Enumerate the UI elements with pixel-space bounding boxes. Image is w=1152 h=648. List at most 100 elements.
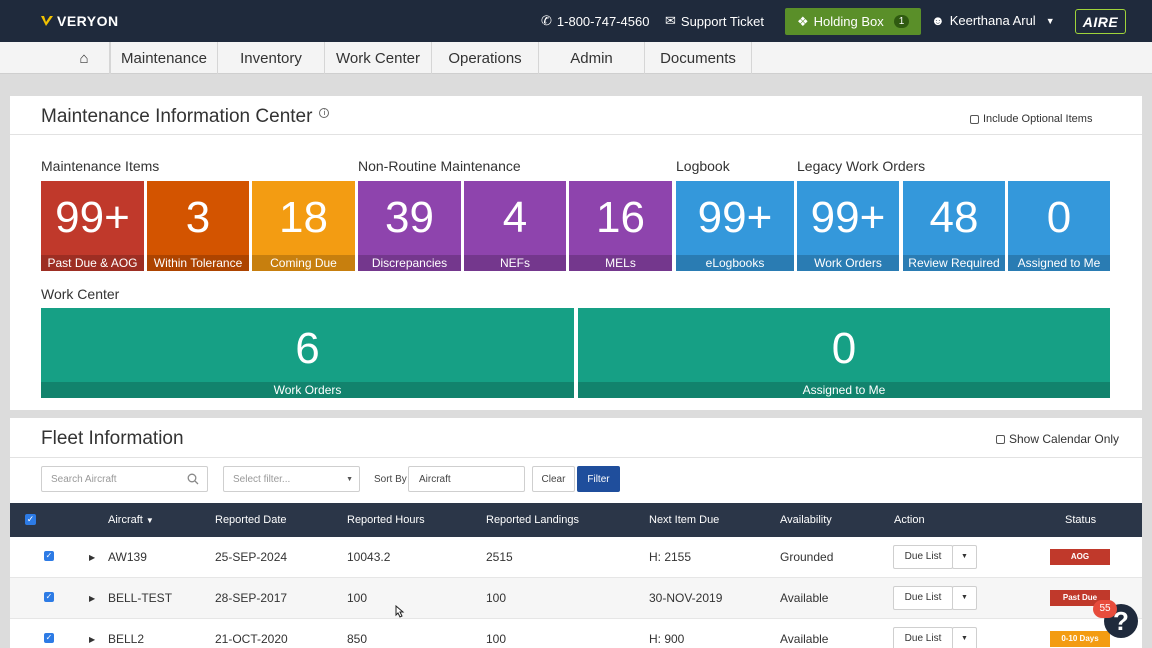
nav-work-center[interactable]: Work Center — [325, 42, 432, 74]
maintenance-information-center-panel: Maintenance Information Center i Include … — [10, 96, 1142, 410]
cell-aircraft[interactable]: BELL-TEST — [108, 591, 173, 605]
veryon-logo-icon — [40, 14, 54, 28]
tile-value: 3 — [185, 193, 211, 242]
row-checkbox[interactable]: ✓ — [44, 551, 54, 561]
tile-wc-assigned-to-me[interactable]: 0 Assigned to Me — [578, 308, 1110, 398]
tile-coming-due[interactable]: 18 Coming Due — [252, 181, 355, 271]
col-reported-landings[interactable]: Reported Landings — [486, 514, 579, 526]
phone-number: 1-800-747-4560 — [556, 13, 650, 29]
expand-row-icon[interactable]: ▶ — [89, 594, 96, 603]
tile-elogbooks[interactable]: 99+ eLogbooks — [676, 181, 794, 271]
col-aircraft[interactable]: Aircraft ▼ — [108, 503, 154, 537]
tile-within-tolerance[interactable]: 3 Within Tolerance — [147, 181, 249, 271]
cell-reported-hours: 850 — [347, 632, 368, 646]
action-dropdown-icon[interactable]: ▼ — [952, 545, 977, 569]
cell-reported-landings: 100 — [486, 632, 507, 646]
col-reported-date[interactable]: Reported Date — [215, 514, 287, 526]
include-optional-label: Include Optional Items — [983, 113, 1093, 125]
cell-availability: Available — [780, 591, 829, 605]
tile-review-required[interactable]: 48 Review Required — [903, 181, 1005, 271]
include-optional-items-checkbox[interactable]: Include Optional Items — [970, 113, 1092, 125]
tile-work-orders[interactable]: 99+ Work Orders — [797, 181, 899, 271]
tile-mels[interactable]: 16 MELs — [569, 181, 672, 271]
tile-discrepancies[interactable]: 39 Discrepancies — [358, 181, 461, 271]
tile-value: 0 — [831, 324, 857, 373]
tile-label: Work Orders — [41, 382, 574, 398]
cell-reported-date: 21-OCT-2020 — [215, 632, 288, 646]
cell-aircraft[interactable]: BELL2 — [108, 632, 145, 646]
mouse-pointer-icon — [393, 604, 405, 619]
fleet-table-header: ✓ Aircraft ▼ Reported Date Reported Hour… — [10, 503, 1142, 537]
action-dropdown-icon[interactable]: ▼ — [952, 586, 977, 610]
cell-aircraft[interactable]: AW139 — [108, 550, 147, 564]
tile-wc-work-orders[interactable]: 6 Work Orders — [41, 308, 574, 398]
due-list-button[interactable]: Due List — [893, 627, 953, 648]
expand-row-icon[interactable]: ▶ — [89, 635, 96, 644]
col-availability[interactable]: Availability — [780, 514, 832, 526]
show-calendar-only-checkbox[interactable]: Show Calendar Only — [996, 432, 1119, 446]
status-badge: AOG — [1050, 549, 1110, 565]
col-reported-hours[interactable]: Reported Hours — [347, 514, 425, 526]
search-aircraft-input[interactable]: Search Aircraft — [41, 466, 208, 492]
tile-nefs[interactable]: 4 NEFs — [464, 181, 566, 271]
mic-title: Maintenance Information Center — [41, 106, 313, 127]
cell-reported-date: 25-SEP-2024 — [215, 550, 288, 564]
select-all-checkbox[interactable]: ✓ — [25, 514, 36, 525]
cell-reported-landings: 2515 — [486, 550, 513, 564]
fleet-title: Fleet Information — [41, 428, 184, 449]
table-row[interactable]: ✓ ▶ BELL2 21-OCT-2020 850 100 H: 900 Ava… — [10, 619, 1142, 648]
table-row[interactable]: ✓ ▶ BELL-TEST 28-SEP-2017 100 100 30-NOV… — [10, 578, 1142, 619]
info-icon[interactable]: i — [319, 108, 330, 118]
due-list-button[interactable]: Due List — [893, 545, 953, 569]
logo-text: VERYON — [57, 13, 119, 29]
group-label-non-routine: Non-Routine Maintenance — [358, 158, 521, 174]
col-next-item-due[interactable]: Next Item Due — [649, 514, 720, 526]
nav-admin[interactable]: Admin — [539, 42, 645, 74]
tile-label: NEFs — [464, 255, 566, 271]
nav-inventory[interactable]: Inventory — [218, 42, 325, 74]
action-dropdown-icon[interactable]: ▼ — [952, 627, 977, 648]
phone-link[interactable]: ✆ 1-800-747-4560 — [541, 13, 649, 29]
expand-row-icon[interactable]: ▶ — [89, 553, 96, 562]
holding-box-label: Holding Box — [813, 14, 884, 29]
row-checkbox[interactable]: ✓ — [44, 592, 54, 602]
home-nav-button[interactable]: ⌂ — [59, 42, 110, 74]
col-action: Action — [894, 514, 925, 526]
mic-title-row: Maintenance Information Center i — [41, 106, 330, 128]
cell-reported-hours: 100 — [347, 591, 368, 605]
tile-value: 99+ — [810, 193, 886, 242]
tile-label: Coming Due — [252, 255, 355, 271]
cell-next-item-due: 30-NOV-2019 — [649, 591, 723, 605]
group-label-logbook: Logbook — [676, 158, 730, 174]
tile-value: 99+ — [55, 193, 130, 242]
nav-operations[interactable]: Operations — [432, 42, 539, 74]
nav-documents[interactable]: Documents — [645, 42, 752, 74]
support-ticket-link[interactable]: ✉ Support Ticket — [665, 13, 764, 29]
due-list-button[interactable]: Due List — [893, 586, 953, 610]
tile-label: Review Required — [903, 255, 1005, 271]
row-checkbox[interactable]: ✓ — [44, 633, 54, 643]
help-notification-badge: 55 — [1093, 600, 1117, 618]
tile-value: 4 — [502, 193, 528, 242]
chevron-down-icon: ▼ — [346, 476, 353, 483]
nav-maintenance[interactable]: Maintenance — [110, 42, 218, 74]
tile-value: 0 — [1046, 193, 1072, 242]
search-placeholder: Search Aircraft — [51, 473, 117, 485]
tile-label: Discrepancies — [358, 255, 461, 271]
tile-label: Past Due & AOG — [41, 255, 144, 271]
home-icon: ⌂ — [79, 49, 89, 67]
col-status[interactable]: Status — [1065, 514, 1097, 526]
tile-past-due-aog[interactable]: 99+ Past Due & AOG — [41, 181, 144, 271]
filter-select[interactable]: Select filter... ▼ — [223, 466, 360, 492]
clear-button[interactable]: Clear — [532, 466, 575, 492]
sort-by-input[interactable]: Aircraft — [408, 466, 525, 492]
table-row[interactable]: ✓ ▶ AW139 25-SEP-2024 10043.2 2515 H: 21… — [10, 537, 1142, 578]
divider — [10, 457, 1142, 458]
filter-button[interactable]: Filter — [577, 466, 620, 492]
user-menu[interactable]: ☻ Keerthana Arul ▼ — [931, 13, 1055, 28]
tile-assigned-to-me[interactable]: 0 Assigned to Me — [1008, 181, 1110, 271]
holding-box-button[interactable]: ❖ Holding Box 1 — [785, 8, 921, 35]
aire-brand-button[interactable]: AIRE — [1075, 9, 1126, 34]
envelope-icon: ✉ — [665, 13, 676, 28]
veryon-logo[interactable]: VERYON — [40, 10, 119, 32]
